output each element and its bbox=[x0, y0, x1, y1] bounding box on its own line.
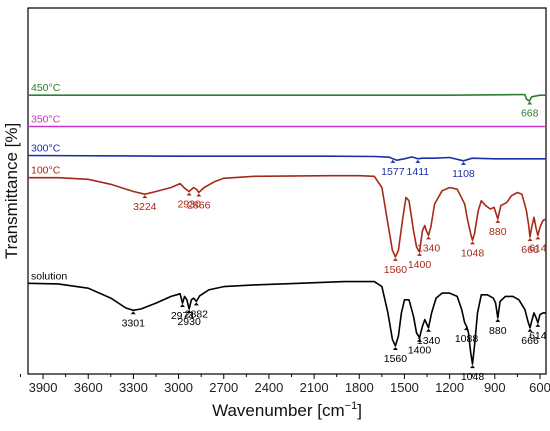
x-tick-label-2: 3300 bbox=[119, 380, 148, 395]
peak-marker-4-11 bbox=[535, 323, 541, 327]
peak-label-4-9: 880 bbox=[489, 325, 507, 337]
peak-marker-4-5 bbox=[417, 338, 423, 342]
x-axis: 3900 3600 3300 3000 2700 2400 2100 1800 1500 1200… bbox=[19, 374, 550, 395]
series-line-4 bbox=[27, 280, 546, 365]
peak-label-4-5: 1400 bbox=[408, 345, 432, 357]
peak-label-4-7: 1088 bbox=[455, 333, 479, 345]
x-tick-label-1: 3600 bbox=[74, 380, 103, 395]
peak-label-3-5: 1340 bbox=[417, 242, 441, 254]
peak-marker-2-1 bbox=[415, 159, 421, 163]
peak-label-3-3: 1560 bbox=[384, 264, 408, 276]
peak-label-4-1: 2974 bbox=[171, 310, 195, 322]
peak-marker-3-8 bbox=[527, 238, 533, 242]
peak-marker-3-0 bbox=[142, 195, 148, 199]
peak-label-3-9: 614 bbox=[529, 242, 547, 254]
peak-marker-0-0 bbox=[527, 101, 533, 105]
x-tick-label-4: 2700 bbox=[209, 380, 238, 395]
x-axis-title-main: Wavenumber [cm bbox=[212, 401, 345, 420]
peak-marker-2-0 bbox=[390, 159, 396, 163]
x-tick-label-7: 1800 bbox=[345, 380, 374, 395]
peak-label-2-1: 1411 bbox=[407, 166, 430, 178]
x-axis-title: Wavenumber [cm−1] bbox=[212, 400, 362, 420]
peak-label-4-3: 2882 bbox=[185, 308, 209, 320]
series-label-3: 100°C bbox=[31, 165, 61, 177]
peak-label-3-6: 1048 bbox=[461, 247, 485, 259]
peak-marker-3-5 bbox=[426, 236, 432, 240]
peak-label-2-0: 1577 bbox=[381, 166, 405, 178]
peak-marker-2-2 bbox=[460, 161, 466, 165]
peak-marker-4-10 bbox=[527, 328, 533, 332]
x-tick-label-10: 900 bbox=[484, 380, 506, 395]
peak-label-4-10: 666 bbox=[521, 335, 539, 347]
peak-marker-3-4 bbox=[417, 252, 423, 256]
peak-marker-3-9 bbox=[535, 236, 541, 240]
x-tick-label-5: 2400 bbox=[254, 380, 283, 395]
peak-label-4-2: 2930 bbox=[177, 316, 201, 328]
peak-marker-4-2 bbox=[186, 309, 192, 313]
x-tick-label-6: 2100 bbox=[300, 380, 329, 395]
peak-label-4-0: 3301 bbox=[122, 317, 146, 329]
peak-marker-4-1 bbox=[179, 304, 185, 308]
x-tick-label-0: 3900 bbox=[29, 380, 58, 395]
peak-label-4-8: 1048 bbox=[461, 371, 485, 383]
peak-marker-4-4 bbox=[392, 346, 398, 350]
peak-marker-4-9 bbox=[495, 318, 501, 322]
peak-marker-3-2 bbox=[196, 193, 202, 197]
peak-marker-3-6 bbox=[470, 241, 476, 245]
peak-label-3-2: 2866 bbox=[187, 200, 211, 212]
y-axis-title: Transmittance [%] bbox=[2, 123, 21, 259]
series-label-2: 300°C bbox=[31, 143, 61, 155]
plot-frame bbox=[27, 7, 547, 375]
peak-marker-3-7 bbox=[495, 219, 501, 223]
peak-label-3-8: 666 bbox=[521, 244, 539, 256]
peak-marker-4-0 bbox=[130, 311, 136, 315]
x-axis-title-sup: −1 bbox=[345, 400, 358, 412]
peak-label-4-11: 614 bbox=[529, 330, 547, 342]
peak-label-4-4: 1560 bbox=[384, 353, 408, 365]
peak-marker-3-1 bbox=[186, 192, 192, 196]
peak-label-3-4: 1400 bbox=[408, 259, 432, 271]
peak-label-4-6: 1340 bbox=[417, 335, 441, 347]
peak-label-0-0: 668 bbox=[521, 108, 539, 120]
peak-marker-4-6 bbox=[426, 328, 432, 332]
peak-label-3-7: 880 bbox=[489, 226, 507, 238]
series-line-2 bbox=[27, 154, 546, 162]
peak-marker-3-3 bbox=[392, 257, 398, 261]
x-tick-label-11: 600 bbox=[529, 380, 550, 395]
series-label-1: 350°C bbox=[31, 114, 61, 126]
x-tick-label-3: 3000 bbox=[164, 380, 193, 395]
peak-label-3-1: 2930 bbox=[177, 199, 201, 211]
series-line-0 bbox=[28, 93, 546, 102]
series-layer: 450°C 350°C 300°C 100°C solution bbox=[27, 82, 547, 365]
peak-label-2-2: 1108 bbox=[452, 168, 475, 180]
peak-label-3-0: 3224 bbox=[133, 201, 157, 213]
peak-marker-4-8 bbox=[470, 365, 476, 369]
series-label-4: solution bbox=[31, 270, 67, 282]
series-line-3 bbox=[28, 174, 547, 258]
series-label-0: 450°C bbox=[31, 82, 61, 94]
peak-marker-4-3 bbox=[193, 302, 199, 306]
peak-marker-4-7 bbox=[463, 327, 469, 331]
x-tick-label-9: 1200 bbox=[435, 380, 464, 395]
x-axis-title-end: ] bbox=[357, 401, 362, 420]
x-tick-label-8: 1500 bbox=[390, 380, 419, 395]
